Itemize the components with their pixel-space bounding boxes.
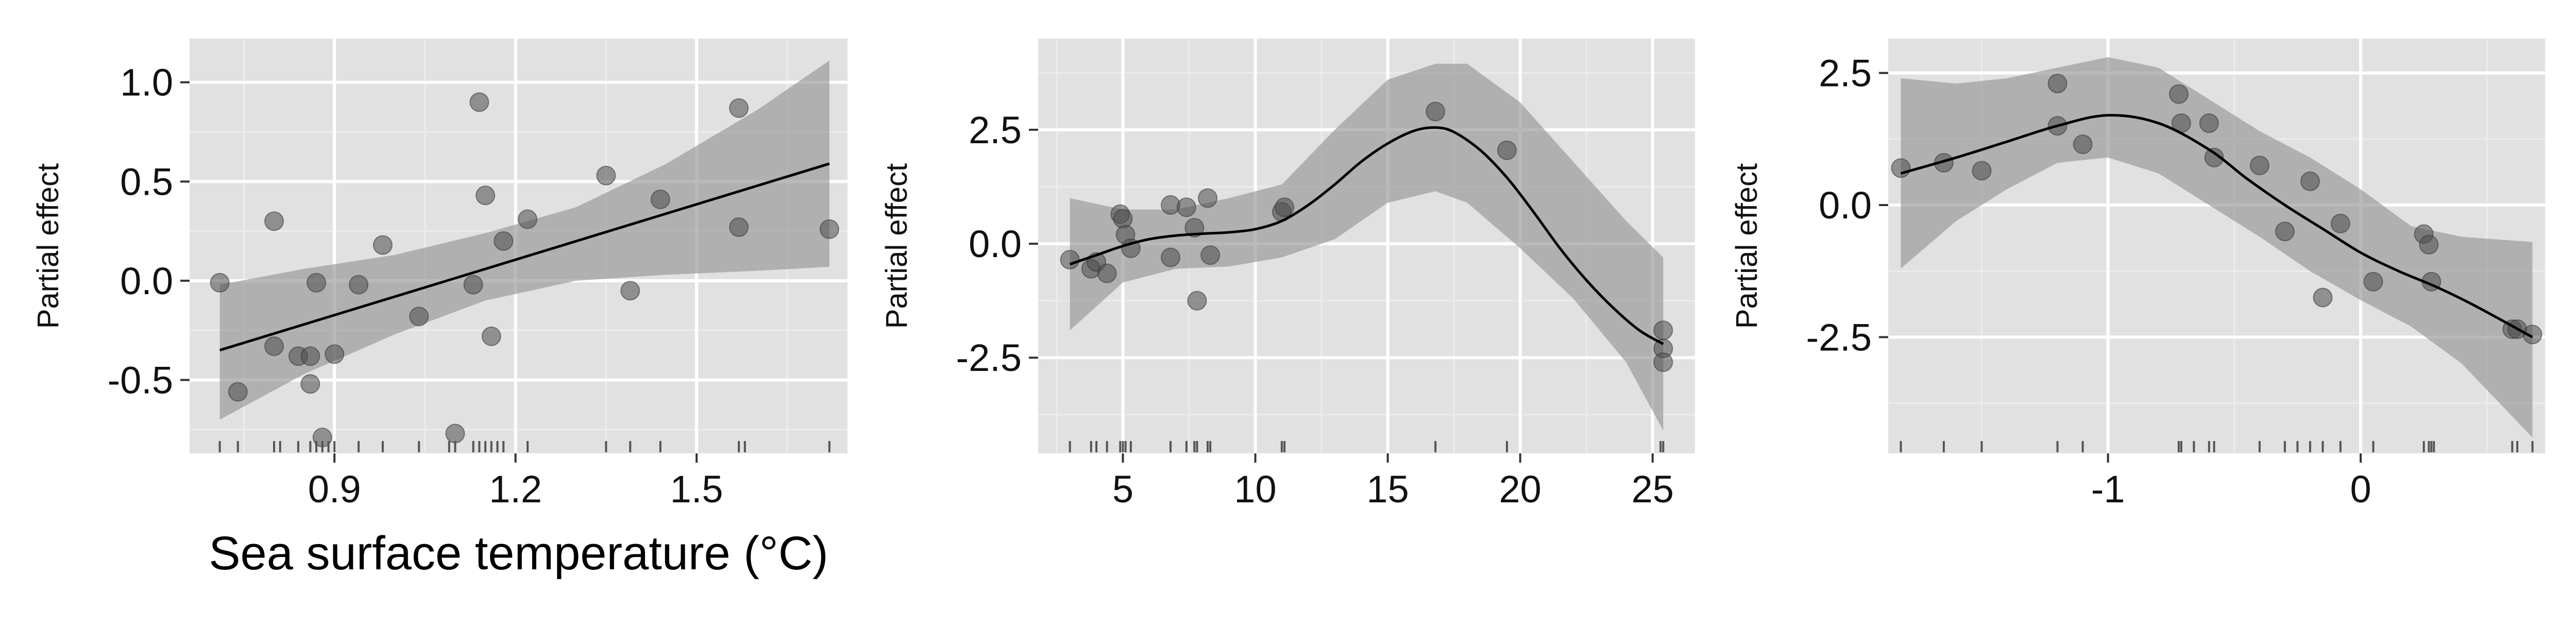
confidence-band: [1901, 57, 2533, 438]
y-axis-title: Partial effect: [880, 163, 913, 329]
data-point: [445, 423, 465, 444]
data-point: [1176, 197, 1196, 217]
x-tick-label: -1: [2091, 468, 2125, 511]
data-point: [1198, 188, 1218, 208]
data-point: [307, 273, 327, 293]
data-point: [349, 275, 369, 295]
data-point: [264, 211, 284, 231]
data-point: [2073, 134, 2093, 155]
x-tick-label: 15: [1366, 468, 1409, 511]
data-point: [1497, 140, 1517, 160]
y-tick-label: 2.5: [969, 109, 1022, 151]
data-point: [2313, 287, 2333, 308]
data-point: [476, 185, 496, 206]
data-point: [1653, 352, 1673, 372]
data-point: [300, 374, 320, 394]
data-point: [2168, 84, 2189, 104]
data-point: [2047, 74, 2067, 94]
data-point: [2249, 156, 2269, 176]
y-tick-label: -2.5: [956, 336, 1022, 379]
data-point: [620, 281, 640, 301]
data-point: [325, 344, 345, 364]
x-tick-label: 1.2: [489, 468, 542, 511]
data-point: [2419, 234, 2439, 255]
fitted-line: [1900, 114, 2533, 338]
x-axis-title: Sea surface temperature (°C): [209, 527, 828, 580]
data-point: [2522, 325, 2543, 345]
fitted-line: [1069, 126, 1664, 345]
y-tick-label: 1.0: [120, 61, 173, 104]
y-axis-title: Partial effect: [1730, 163, 1764, 329]
data-point: [1097, 263, 1117, 283]
y-tick-label: -2.5: [1806, 316, 1872, 359]
data-point: [2204, 147, 2224, 167]
data-point: [819, 219, 839, 239]
data-point: [2300, 171, 2320, 191]
x-tick-label: 5: [1112, 468, 1133, 511]
data-point: [1653, 320, 1673, 341]
x-tick-label: 0.9: [308, 468, 361, 511]
y-tick-label: 0.0: [120, 260, 173, 302]
data-point: [650, 189, 670, 209]
x-tick-label: 20: [1499, 468, 1541, 511]
data-point: [2330, 213, 2350, 233]
confidence-band: [219, 60, 829, 420]
data-point: [1972, 161, 1992, 181]
y-tick-label: 2.5: [1819, 52, 1872, 95]
y-tick-label: 0.0: [969, 223, 1022, 265]
y-axis-title: Partial effect: [31, 163, 65, 329]
y-tick-label: -0.5: [107, 359, 173, 401]
data-point: [228, 382, 248, 402]
data-point: [372, 235, 393, 255]
y-tick-label: 0.0: [1819, 184, 1872, 227]
data-point: [264, 336, 284, 357]
data-point: [1891, 158, 1911, 178]
panel-right: -1 0 -2.5 0.0 2.5 Partial effect: [1730, 39, 2545, 511]
x-tick-label: 10: [1234, 468, 1276, 511]
data-point: [494, 231, 514, 251]
data-point: [1187, 291, 1207, 311]
fitted-line: [219, 162, 830, 352]
data-point: [596, 165, 616, 185]
y-tick-label: 0.5: [120, 160, 173, 203]
data-point: [729, 98, 749, 118]
x-tick-label: 1.5: [670, 468, 723, 511]
data-point: [1060, 250, 1080, 270]
data-point: [2275, 222, 2295, 242]
data-point: [409, 307, 429, 327]
data-point: [300, 346, 320, 366]
data-point: [469, 92, 489, 112]
data-point: [2199, 113, 2219, 133]
data-point: [481, 326, 501, 346]
data-point: [1275, 197, 1295, 217]
data-point: [1426, 101, 1446, 122]
panel-sst: 0.9 1.2 1.5 -0.5 0.0 0.5 1.0 Partial effect Sea …: [31, 39, 848, 580]
data-point: [729, 217, 749, 237]
data-point: [463, 275, 483, 295]
data-point: [1161, 247, 1181, 267]
data-point: [1200, 245, 1221, 265]
panel-middle: 5 10 15 20 25 -2.5 0.0 2.5 Partial effect: [880, 39, 1695, 511]
data-point: [2363, 272, 2383, 292]
x-tick-label: 25: [1632, 468, 1674, 511]
x-tick-label: 0: [2350, 468, 2371, 511]
data-point: [518, 209, 538, 229]
data-point: [1184, 218, 1205, 238]
data-point: [210, 273, 230, 293]
data-point: [1113, 209, 1133, 229]
